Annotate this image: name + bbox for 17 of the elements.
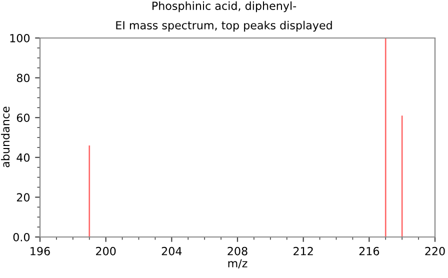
chart-title: Phosphinic acid, diphenyl-: [152, 1, 296, 12]
x-tick-label: 212: [294, 246, 313, 256]
y-tick-label: 80: [16, 74, 30, 82]
x-axis-title: m/z: [228, 259, 248, 268]
x-tick-label: 208: [228, 246, 248, 256]
y-tick-label: 40: [16, 153, 30, 162]
y-tick-label: 0.0: [13, 232, 30, 242]
x-tick-label: 204: [162, 246, 182, 256]
y-tick-label: 60: [16, 114, 30, 122]
chart-subtitle: EI mass spectrum, top peaks displayed: [116, 20, 332, 32]
x-tick-label: 196: [30, 246, 50, 256]
y-axis-title: abundance: [1, 106, 10, 168]
y-tick-label: 20: [16, 193, 30, 202]
x-tick-label: 220: [425, 246, 445, 256]
x-tick-label: 200: [96, 246, 116, 256]
y-tick-label: 100: [10, 34, 30, 42]
x-tick-label: 216: [359, 246, 380, 256]
